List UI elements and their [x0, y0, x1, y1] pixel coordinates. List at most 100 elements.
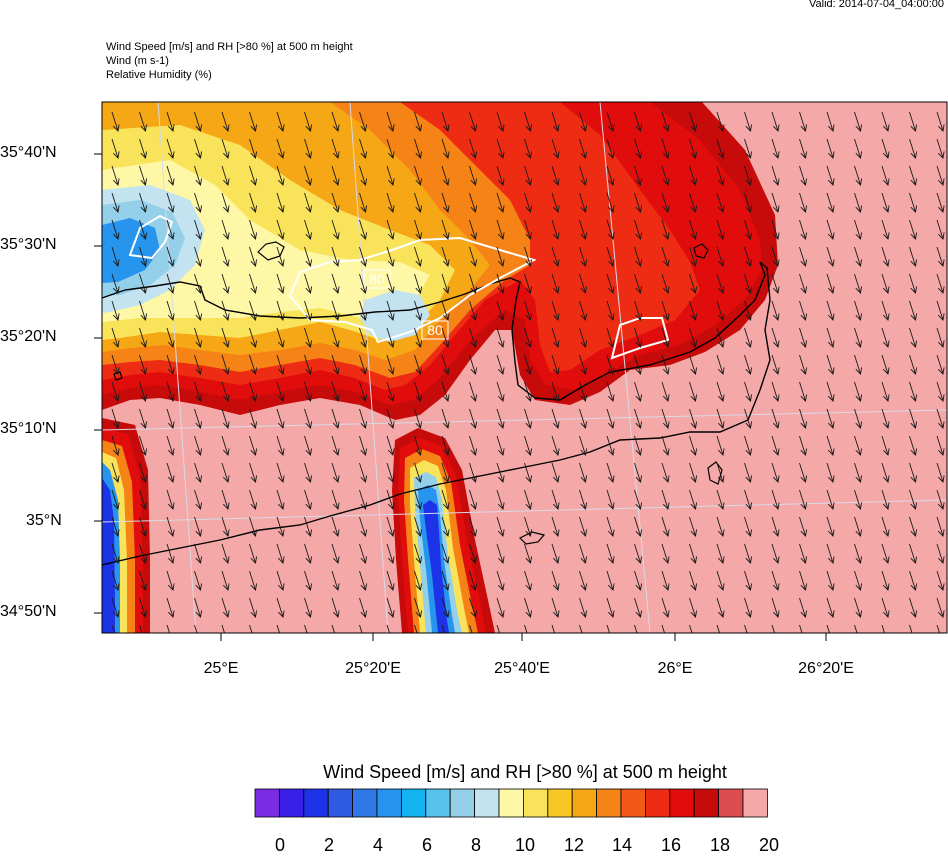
wind-arrow-398: [826, 435, 835, 456]
wind-arrow-369: [881, 408, 890, 429]
wind-arrow-539: [441, 570, 450, 591]
wind-arrow-592: [194, 624, 198, 633]
title-line-2: Wind (m s-1): [106, 55, 169, 67]
wind-arrow-450: [551, 489, 560, 510]
wind-arrow-289: [386, 354, 395, 375]
wind-arrow-510: [496, 543, 505, 564]
wind-arrow-528: [139, 570, 148, 591]
coast-crete: [102, 261, 771, 566]
wind-arrow-546: [634, 570, 643, 591]
wind-arrow-292: [469, 354, 478, 375]
wind-arrow-192: [276, 273, 285, 294]
title-line-3: Relative Humidity (%): [106, 69, 212, 81]
wind-arrow-305: [826, 354, 835, 375]
wind-arrow-124: [111, 219, 120, 240]
wind-arrow-342: [139, 408, 148, 429]
wind-arrow-246: [909, 300, 918, 321]
wind-arrow-471: [276, 516, 285, 537]
wind-arrow-54: [744, 138, 753, 159]
wind-arrow-214: [881, 273, 890, 294]
wind-arrow-314: [221, 381, 230, 402]
wind-arrow-385: [469, 435, 478, 456]
wind-arrow-422: [634, 462, 643, 483]
wind-arrow-376: [221, 435, 230, 456]
wind-arrow-597: [331, 624, 335, 633]
wind-arrow-202: [551, 273, 560, 294]
wind-arrow-447: [469, 489, 478, 510]
wind-arrow-367: [826, 408, 835, 429]
wind-arrow-532: [249, 570, 258, 591]
wind-arrow-526: [936, 543, 945, 564]
wind-arrow-535: [331, 570, 340, 591]
wind-arrow-72: [386, 165, 395, 186]
wind-arrow-377: [249, 435, 258, 456]
wind-arrow-195: [359, 273, 368, 294]
wind-arrow-391: [634, 435, 643, 456]
wind-arrow-519: [744, 543, 753, 564]
wind-arrow-378: [276, 435, 285, 456]
wind-arrow-43: [441, 138, 450, 159]
wind-arrow-254: [276, 327, 285, 348]
wind-arrow-219: [166, 300, 175, 321]
wind-arrow-233: [551, 300, 560, 321]
wind-arrow-30: [936, 111, 945, 132]
wind-arrow-441: [304, 489, 313, 510]
wind-arrow-101: [331, 192, 340, 213]
wind-arrow-270: [716, 327, 725, 348]
wind-arrow-249: [139, 327, 148, 348]
wind-arrow-247: [936, 300, 945, 321]
wind-arrow-442: [331, 489, 340, 510]
wind-arrow-503: [304, 543, 313, 564]
wind-arrow-489: [771, 516, 780, 537]
wind-arrow-98: [249, 192, 258, 213]
wind-arrow-465: [111, 516, 120, 537]
wind-arrow-590: [139, 624, 143, 633]
wind-arrow-116: [744, 192, 753, 213]
wind-arrow-533: [276, 570, 285, 591]
wind-arrow-108: [524, 192, 533, 213]
wind-arrow-40: [359, 138, 368, 159]
wind-arrow-90: [881, 165, 890, 186]
wind-arrow-443: [359, 489, 368, 510]
wind-arrow-522: [826, 543, 835, 564]
wind-arrow-104: [414, 192, 423, 213]
colorbar-tick-4: 4: [372, 835, 384, 855]
wind-arrow-58: [854, 138, 863, 159]
wind-arrow-34: [194, 138, 203, 159]
title-line-1: Wind Speed [m/s] and RH [>80 %] at 500 m…: [106, 41, 353, 53]
wind-arrow-156: [139, 246, 148, 267]
wind-arrow-523: [854, 543, 863, 564]
wind-arrow-290: [414, 354, 423, 375]
wind-arrow-118: [799, 192, 808, 213]
wind-arrow-543: [551, 570, 560, 591]
wind-arrow-266: [606, 327, 615, 348]
wind-arrow-331: [689, 381, 698, 402]
wind-arrow-244: [854, 300, 863, 321]
wind-arrow-591: [166, 624, 170, 633]
wind-arrow-426: [744, 462, 753, 483]
wind-arrow-46: [524, 138, 533, 159]
wind-arrow-462: [881, 489, 890, 510]
wind-arrow-217: [111, 300, 120, 321]
wind-arrow-393: [689, 435, 698, 456]
wind-arrow-119: [826, 192, 835, 213]
wind-arrow-275: [854, 327, 863, 348]
wind-arrow-568: [386, 597, 395, 618]
lon-label-2600: 26°E: [657, 660, 693, 677]
wind-arrow-240: [744, 300, 753, 321]
wind-arrow-294: [524, 354, 533, 375]
wind-arrow-596: [304, 624, 308, 633]
wind-speed-fields: [102, 102, 778, 633]
wind-arrow-496: [111, 543, 120, 564]
wind-arrow-401: [909, 435, 918, 456]
wind-arrow-284: [249, 354, 258, 375]
wind-arrow-600: [414, 624, 418, 633]
colorbar-tick-14: 14: [611, 835, 633, 855]
wind-arrow-323: [469, 381, 478, 402]
colorbar-cell-9: [474, 788, 500, 818]
wind-arrow-614: [799, 624, 803, 633]
wind-arrow-514: [606, 543, 615, 564]
wind-arrow-196: [386, 273, 395, 294]
map-frame: [101, 101, 948, 634]
wind-arrow-341: [111, 408, 120, 429]
